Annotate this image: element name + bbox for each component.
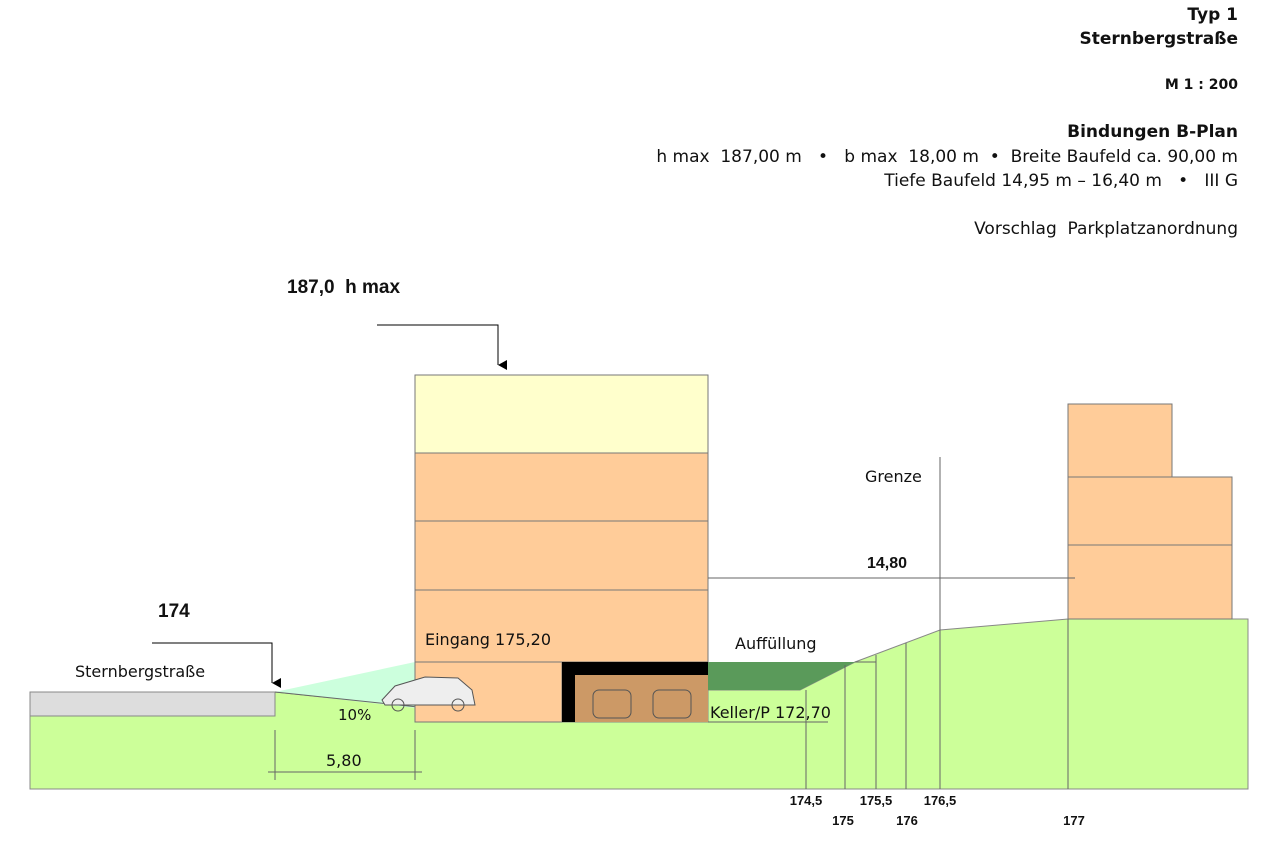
hmax-marker [377,324,507,370]
ramp-length: 5,80 [326,751,362,770]
fill-label: Auffüllung [735,634,817,653]
contour-label: 174,5 [790,793,823,808]
distance: 14,80 [867,555,907,572]
level-marker [152,642,281,688]
boundary: Grenze [865,467,922,486]
proposal: Vorschlag Parkplatzanordnung [974,219,1238,239]
garage-inner [575,675,708,722]
title: Typ 1 [1187,5,1238,25]
hmax-label: 187,0 h max [287,277,400,298]
bindings-line: Tiefe Baufeld 14,95 m – 16,40 m • III G [883,171,1238,191]
building [414,374,709,723]
street-level: 174 [158,601,190,622]
contour-label: 175 [832,813,854,828]
basement: Keller/P 172,70 [710,703,831,722]
subtitle: Sternbergstraße [1080,29,1239,49]
contour-label: 176,5 [924,793,957,808]
scale: M 1 : 200 [1165,77,1238,93]
contour-label: 177 [1063,813,1085,828]
slope: 10% [338,706,371,724]
fill-area [708,662,855,690]
neighbor-building [1067,403,1233,620]
street [29,691,276,717]
guides [268,457,1075,789]
entrance: Eingang 175,20 [425,630,551,649]
ramp-area [275,662,415,708]
street-name: Sternbergstraße [75,662,205,681]
cars [381,676,692,719]
contour-label: 176 [896,813,918,828]
contour-label: 175,5 [860,793,893,808]
bindings-line: h max 187,00 m • b max 18,00 m • Breite … [656,147,1238,167]
bindings-title: Bindungen B-Plan [1067,122,1238,142]
